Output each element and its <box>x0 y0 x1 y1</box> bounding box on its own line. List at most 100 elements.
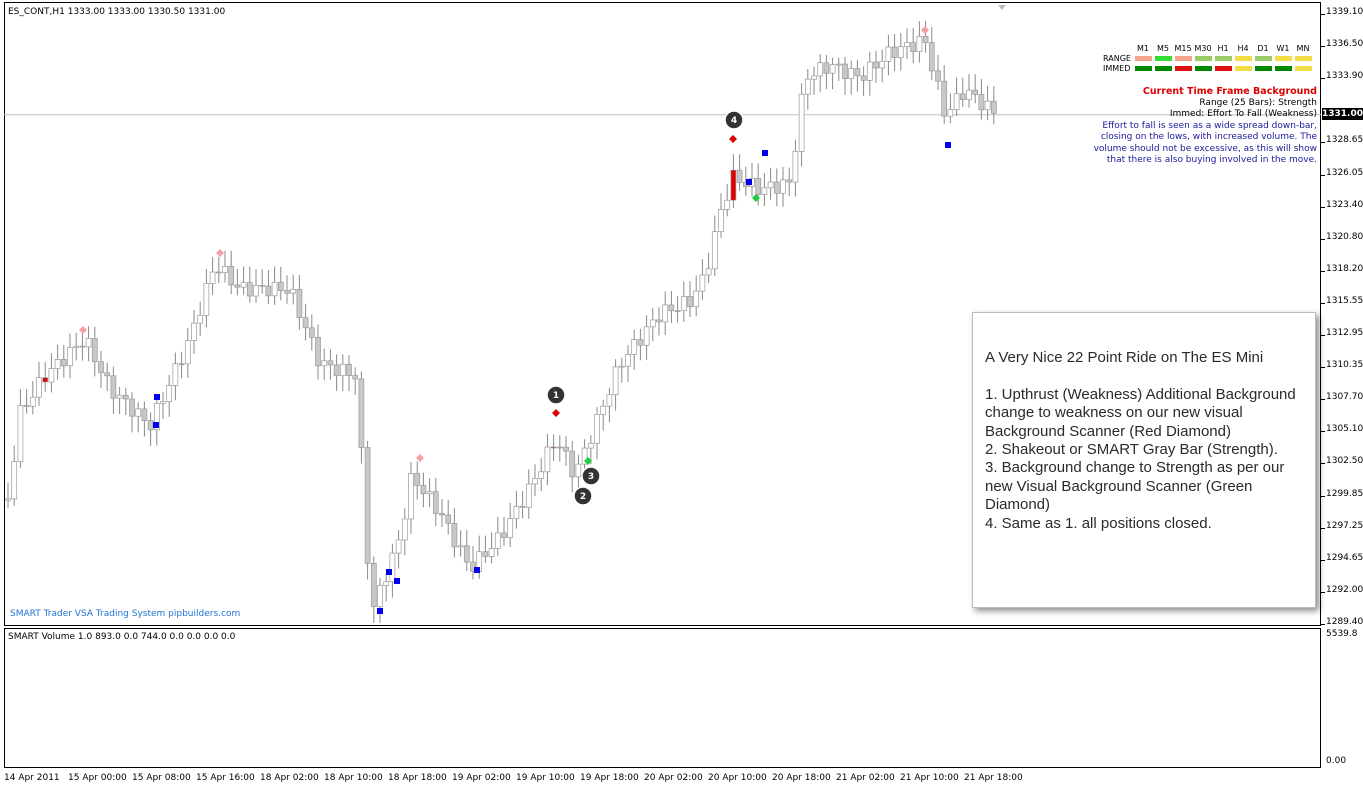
signal-diamond-green <box>752 194 760 202</box>
candle-body <box>73 345 80 348</box>
candle-body <box>23 405 30 407</box>
price-axis-tick <box>1321 270 1325 272</box>
price-axis-tick <box>1321 623 1325 625</box>
scanner-cell <box>1175 65 1192 71</box>
candle-body <box>153 403 160 431</box>
chart-title: ES_CONT,H1 1333.00 1333.00 1330.50 1331.… <box>8 7 226 17</box>
scanner-cell <box>1195 65 1212 71</box>
candle-body <box>352 375 359 380</box>
candle-body <box>42 377 49 383</box>
candle-body <box>873 61 879 69</box>
volume-max-label: 5539.8 <box>1326 629 1358 639</box>
volume-chart-pane[interactable] <box>4 628 1321 768</box>
scanner-cell <box>1295 55 1312 61</box>
candle-body <box>643 326 650 346</box>
date-axis-label: 20 Apr 02:00 <box>644 773 703 783</box>
info-description: Effort to fall is seen as a wide spread … <box>1093 120 1317 166</box>
price-axis-label: 1305.10 <box>1326 424 1363 435</box>
candle-body <box>792 151 799 183</box>
date-axis-label: 19 Apr 18:00 <box>580 773 639 783</box>
scanner-timeframe-label: D1 <box>1257 44 1269 53</box>
candle-body <box>842 63 848 79</box>
candle-body <box>780 179 786 194</box>
candle-body <box>556 446 563 449</box>
scanner-cell <box>1155 65 1172 71</box>
candle-body <box>215 271 222 274</box>
candle-body <box>203 283 210 316</box>
candle-body <box>197 314 204 324</box>
candle-body <box>631 339 638 355</box>
price-axis-label: 1289.40 <box>1326 616 1363 627</box>
price-axis-tick <box>1321 559 1325 561</box>
candle-body <box>122 394 129 400</box>
candle-body <box>507 518 514 538</box>
date-axis-label: 19 Apr 10:00 <box>516 773 575 783</box>
date-axis-label: 14 Apr 2011 <box>4 773 60 783</box>
candle-body <box>308 327 315 338</box>
candle-body <box>327 360 334 366</box>
price-axis-tick <box>1321 174 1325 176</box>
info-heading: Current Time Frame Background <box>1142 86 1317 97</box>
scanner-header: M1 M5 M15 M30 H1 H4 D1 W1 MN <box>1133 44 1315 53</box>
price-axis-label: 1302.50 <box>1326 456 1363 467</box>
signal-diamond <box>79 326 87 334</box>
price-axis-label: 1318.20 <box>1326 263 1363 274</box>
candle-body <box>637 339 644 346</box>
candle-body <box>284 290 290 294</box>
candle-body <box>854 68 861 77</box>
candle-body <box>277 281 284 291</box>
candle-body <box>420 484 427 494</box>
price-axis-tick <box>1321 302 1325 304</box>
candle-body <box>575 463 582 478</box>
scroll-indicator <box>998 5 1006 10</box>
candle-body <box>98 361 104 374</box>
annotation-note[interactable]: A Very Nice 22 Point Ride on The ES Mini… <box>972 312 1316 608</box>
candle-body <box>879 60 886 69</box>
scanner-timeframe-label: H4 <box>1237 44 1249 53</box>
candle-body <box>439 513 445 516</box>
date-axis-label: 15 Apr 00:00 <box>68 773 127 783</box>
candle-body <box>451 522 458 548</box>
scanner-timeframe-label: M5 <box>1157 44 1169 53</box>
price-axis-tick <box>1321 367 1325 369</box>
scanner-timeframe-label: M30 <box>1194 44 1212 53</box>
annotation-line: A Very Nice 22 Point Ride on The ES Mini <box>985 349 1264 366</box>
candle-body <box>600 405 607 415</box>
scanner-cell <box>1135 55 1152 61</box>
price-axis-label: 1307.70 <box>1326 392 1363 403</box>
marker-number: 1 <box>553 391 559 401</box>
price-axis-label: 1315.55 <box>1326 295 1363 306</box>
candle-body <box>36 377 42 398</box>
candle-body <box>817 62 824 77</box>
candle-body <box>296 288 303 318</box>
current-price-label: 1331.00 <box>1322 108 1363 120</box>
date-axis-label: 20 Apr 10:00 <box>708 773 767 783</box>
signal-diamond <box>729 135 737 143</box>
candle-body <box>755 177 762 195</box>
scanner-cell <box>1235 55 1252 61</box>
signal-square-blue <box>377 608 383 614</box>
candle-body <box>972 89 979 95</box>
scanner-cell <box>1255 65 1272 71</box>
scanner-cell <box>1275 55 1292 61</box>
scanner-row-label: RANGE <box>1103 53 1131 63</box>
candle-body <box>383 581 390 586</box>
candle-body <box>730 169 737 201</box>
scanner-timeframe-label: MN <box>1296 44 1310 53</box>
marker-circle <box>546 385 566 405</box>
candle-body <box>228 266 235 286</box>
volume-title: SMART Volume 1.0 893.0 0.0 744.0 0.0 0.0… <box>8 632 236 642</box>
candle-body <box>910 42 917 53</box>
scanner-cell <box>1255 55 1272 61</box>
candle-body <box>48 368 55 383</box>
scanner-cell <box>1275 65 1292 71</box>
candle-body <box>928 42 935 72</box>
date-axis-label: 15 Apr 16:00 <box>196 773 255 783</box>
candle-body <box>414 473 421 486</box>
price-axis-label: 1336.50 <box>1326 39 1363 50</box>
candle-body <box>804 78 811 95</box>
candle-body <box>866 61 873 81</box>
date-axis-label: 21 Apr 18:00 <box>964 773 1023 783</box>
candle-body <box>687 296 693 308</box>
candle-body <box>17 405 24 462</box>
